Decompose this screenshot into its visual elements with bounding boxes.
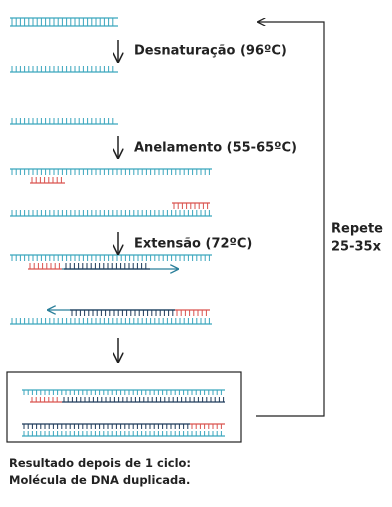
- repeat-arrow: [256, 22, 324, 416]
- repeat-label: 25-35x: [331, 240, 382, 255]
- strand-part: [72, 310, 173, 316]
- strand-part: [12, 255, 209, 261]
- strand-part: [12, 318, 209, 324]
- strand-part: [12, 118, 113, 124]
- repeat-label: Repete: [331, 222, 383, 237]
- strand-part: [12, 66, 113, 72]
- result-text: Molécula de DNA duplicada.: [9, 473, 190, 487]
- strand-part: [24, 424, 188, 429]
- strand-part: [30, 263, 59, 269]
- step-label: Extensão (72ºC): [134, 237, 252, 252]
- strand-part: [32, 177, 61, 183]
- strand-part: [177, 310, 206, 316]
- result-box: [7, 372, 241, 442]
- strand-part: [24, 390, 221, 395]
- step-label: Desnaturação (96ºC): [134, 44, 287, 59]
- strand-part: [24, 431, 221, 436]
- pcr-diagram: Desnaturação (96ºC) Anelamento (55-65ºC)…: [0, 0, 392, 507]
- strand-part: [64, 397, 224, 402]
- strand-part: [32, 397, 57, 402]
- dna-strands: [10, 18, 225, 436]
- strand-part: [66, 263, 146, 269]
- strand-part: [12, 210, 209, 216]
- strand-part: [192, 424, 221, 429]
- result-text: Resultado depois de 1 ciclo:: [9, 456, 191, 470]
- strand-part: [174, 203, 208, 209]
- strand-part: [12, 169, 209, 175]
- step-label: Anelamento (55-65ºC): [134, 141, 297, 156]
